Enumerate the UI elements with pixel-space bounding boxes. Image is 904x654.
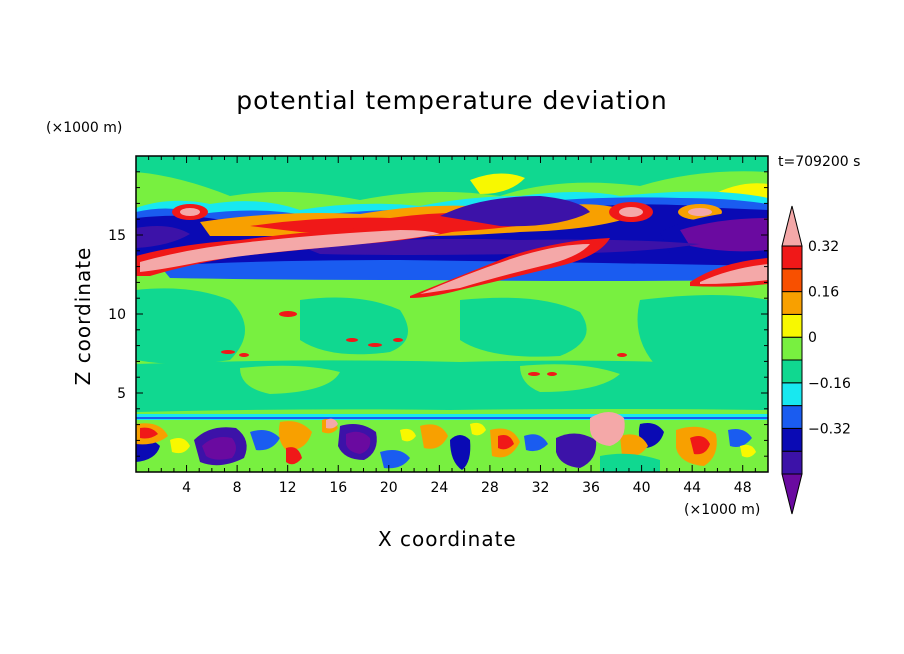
turbulent-cell-warm	[278, 421, 312, 451]
x-tick-label: 24	[430, 480, 448, 496]
mid-neutral-patch	[300, 297, 408, 355]
warm-cell	[619, 207, 643, 217]
turbulent-cell-yellow	[740, 444, 756, 458]
turbulent-cell-cold	[346, 431, 371, 454]
turbulent-cell-warm	[498, 435, 514, 450]
turbulent-cell-warm	[286, 447, 302, 465]
colorbar-extend-high	[781, 205, 803, 247]
colorbar-swatch	[781, 268, 803, 293]
x-tick-label: 28	[481, 480, 499, 496]
turbulent-cell-blue	[380, 450, 410, 469]
warm-dot	[393, 338, 403, 342]
warm-dot	[617, 353, 627, 357]
x-tick-label: 32	[532, 480, 550, 496]
warm-dot	[346, 338, 358, 342]
turbulent-cell-neutral	[600, 453, 660, 472]
inversion-line-dark	[136, 417, 768, 419]
turbulent-cell-warm	[690, 436, 710, 455]
colorbar: −0.32 −0.16 0 0.16 0.32	[781, 205, 851, 515]
colorbar-swatch	[781, 336, 803, 361]
turbulent-cell-warm	[420, 424, 448, 449]
colorbar-swatch	[781, 291, 803, 315]
warm-dot	[368, 343, 382, 347]
cold-pool-core	[680, 218, 768, 252]
colorbar-extend-low	[781, 473, 803, 515]
x-axis-units: (×1000 m)	[684, 502, 761, 518]
x-tick-label: 48	[734, 480, 752, 496]
turbulent-cell-cold	[450, 435, 471, 470]
colorbar-tick-label: −0.32	[808, 421, 851, 437]
chart-title: potential temperature deviation	[236, 86, 668, 115]
colorbar-swatch	[781, 450, 803, 475]
x-tick-label: 44	[683, 480, 701, 496]
warm-dot	[279, 311, 297, 317]
mid-neutral-patch	[136, 288, 245, 364]
warm-dot	[547, 372, 557, 376]
turbulent-cell-pink	[326, 418, 338, 429]
colorbar-swatch	[781, 245, 803, 270]
upper-purple-band	[136, 226, 190, 248]
y-tick-label: 15	[108, 228, 126, 244]
colorbar-swatch	[781, 382, 803, 407]
contour-field	[136, 156, 768, 472]
y-axis-units: (×1000 m)	[46, 120, 123, 136]
x-tick-label: 12	[279, 480, 297, 496]
warm-dot	[239, 353, 249, 357]
warm-cell	[180, 208, 200, 216]
colorbar-swatch	[781, 313, 803, 338]
turbulent-cell-warm	[140, 427, 158, 439]
turbulent-cell-cold	[556, 433, 597, 468]
x-tick-label: 4	[182, 480, 191, 496]
warm-dot	[221, 350, 235, 354]
turbulent-cell-yellow	[470, 422, 486, 436]
turbulent-cell-blue	[728, 429, 752, 447]
warm-dot	[528, 372, 540, 376]
mid-neutral-patch	[460, 297, 587, 357]
x-tick-label: 20	[380, 480, 398, 496]
y-axis-ticks: 5 10 15	[108, 171, 768, 457]
turbulent-cell-blue	[524, 434, 548, 452]
x-tick-label: 16	[329, 480, 347, 496]
mid-green-patch	[240, 365, 340, 394]
turbulent-cell-warm	[620, 434, 648, 457]
turbulent-cell-yellow	[170, 438, 190, 454]
time-label: t=709200 s	[778, 154, 861, 170]
y-tick-label: 10	[108, 307, 126, 323]
colorbar-swatch	[781, 359, 803, 384]
mid-green-patch	[520, 364, 620, 392]
turbulent-cell-pink	[590, 412, 625, 446]
turbulent-cell-blue	[250, 430, 280, 451]
x-axis-ticks: 4 8 12 16 20 24 28 32 36 40 44 48	[148, 156, 756, 496]
x-tick-label: 8	[233, 480, 242, 496]
warm-ridge-east-core	[420, 244, 590, 294]
colorbar-tick-label: 0.16	[808, 285, 839, 301]
x-tick-label: 36	[582, 480, 600, 496]
colorbar-swatch	[781, 427, 803, 452]
x-axis-title: X coordinate	[378, 527, 517, 551]
mid-neutral-strip	[136, 360, 768, 412]
colorbar-tick-label: −0.16	[808, 376, 851, 392]
colorbar-swatch	[781, 405, 803, 429]
warm-ridge-west-core	[140, 230, 440, 272]
x-tick-label: 40	[633, 480, 651, 496]
warm-cell	[688, 208, 712, 216]
upper-neutral-region	[136, 156, 768, 200]
warm-ridge-far-east-core	[700, 264, 768, 284]
turbulent-cell-cold	[136, 438, 160, 462]
colorbar-tick-label: 0.32	[808, 239, 839, 255]
y-tick-label: 5	[117, 386, 126, 402]
cold-layer-edge	[160, 260, 768, 281]
turbulent-cell-yellow	[400, 428, 416, 442]
upper-warm-blob	[470, 173, 525, 194]
colorbar-tick-label: 0	[808, 330, 817, 346]
upper-purple-band	[440, 196, 590, 227]
mid-neutral-patch	[637, 295, 768, 381]
turbulent-cell-cold	[202, 437, 236, 460]
